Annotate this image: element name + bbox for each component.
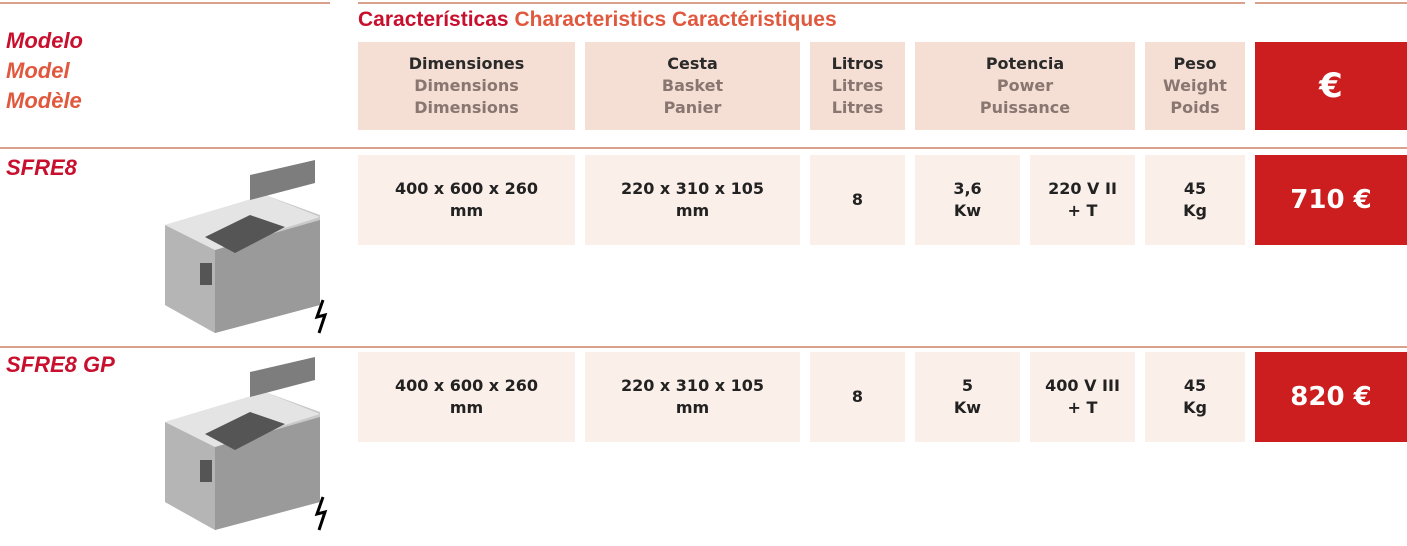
data-cell: 45 Kg xyxy=(1145,352,1245,442)
header-label: Litres xyxy=(831,76,884,95)
data-cell: 400 x 600 x 260 mm xyxy=(358,352,575,442)
header-label: Dimensions xyxy=(414,76,519,95)
cell-text: mm xyxy=(675,201,710,220)
header-label: Basket xyxy=(661,76,724,95)
cell-text: Kg xyxy=(1183,201,1207,220)
characteristics-title: Características Characteristics Caractér… xyxy=(358,8,837,32)
header-cell: Potencia Power Puissance xyxy=(915,42,1135,130)
data-cell: 45 Kg xyxy=(1145,155,1245,245)
model-header: Modèle xyxy=(6,88,82,113)
cell-text: 3,6 xyxy=(953,179,982,198)
header-label: Litres xyxy=(831,98,884,117)
header-label: Panier xyxy=(663,98,722,117)
cell-text: mm xyxy=(449,398,484,417)
cell-text: 220 V II xyxy=(1048,179,1117,198)
cell-text: 220 x 310 x 105 xyxy=(620,376,765,395)
title-fr: Caractéristiques xyxy=(672,8,837,31)
product-image-wrap xyxy=(155,155,330,349)
cell-text: + T xyxy=(1067,398,1098,417)
data-cell: 8 xyxy=(810,155,905,245)
product-image xyxy=(165,160,328,334)
header-label: Poids xyxy=(1170,98,1220,117)
cell-text: 8 xyxy=(851,387,864,406)
cell-text: 220 x 310 x 105 xyxy=(620,179,765,198)
cell-text: 45 xyxy=(1183,376,1207,395)
model-header: Model xyxy=(6,58,70,83)
cell-text: mm xyxy=(449,201,484,220)
cell-text: Kw xyxy=(953,201,982,220)
data-cell: 400 V III + T xyxy=(1030,352,1135,442)
cell-text: 400 x 600 x 260 xyxy=(394,179,539,198)
price: 820 € xyxy=(1255,352,1407,442)
rule xyxy=(0,147,1407,149)
header-label: Puissance xyxy=(979,98,1071,117)
header-label: Litros xyxy=(831,54,884,73)
data-cell: 220 x 310 x 105 mm xyxy=(585,155,800,245)
header-label: Weight xyxy=(1163,76,1227,95)
cell-text: Kw xyxy=(953,398,982,417)
header-label: Power xyxy=(996,76,1054,95)
data-cell: 220 x 310 x 105 mm xyxy=(585,352,800,442)
title-es: Características xyxy=(358,8,509,31)
product-image-wrap xyxy=(155,352,330,546)
header-label: Dimensiones xyxy=(408,54,525,73)
data-cell: 8 xyxy=(810,352,905,442)
rule xyxy=(0,346,1407,348)
model-header: Modelo xyxy=(6,28,83,53)
cell-text: 5 xyxy=(961,376,974,395)
currency-header: € xyxy=(1255,42,1407,130)
header-cell: Dimensiones Dimensions Dimensions xyxy=(358,42,575,130)
header-cell: Litros Litres Litres xyxy=(810,42,905,130)
cell-text: 400 x 600 x 260 xyxy=(394,376,539,395)
rule xyxy=(1255,2,1407,4)
model-name: SFRE8 xyxy=(6,155,77,180)
header-cell: Peso Weight Poids xyxy=(1145,42,1245,130)
header-cell: Cesta Basket Panier xyxy=(585,42,800,130)
title-en: Characteristics xyxy=(514,8,667,31)
header-label: Dimensions xyxy=(414,98,519,117)
data-cell: 5 Kw xyxy=(915,352,1020,442)
header-label: Peso xyxy=(1173,54,1217,73)
rule xyxy=(358,2,1245,4)
cell-text: 400 V III xyxy=(1045,376,1120,395)
model-name: SFRE8 GP xyxy=(6,352,115,377)
header-label: Potencia xyxy=(985,54,1065,73)
data-cell: 3,6 Kw xyxy=(915,155,1020,245)
cell-text: 45 xyxy=(1183,179,1207,198)
price: 710 € xyxy=(1255,155,1407,245)
header-label: Cesta xyxy=(667,54,718,73)
cell-text: 8 xyxy=(851,190,864,209)
data-cell: 400 x 600 x 260 mm xyxy=(358,155,575,245)
cell-text: Kg xyxy=(1183,398,1207,417)
data-cell: 220 V II + T xyxy=(1030,155,1135,245)
rule xyxy=(0,2,330,4)
cell-text: mm xyxy=(675,398,710,417)
product-image xyxy=(165,357,328,531)
cell-text: + T xyxy=(1067,201,1098,220)
